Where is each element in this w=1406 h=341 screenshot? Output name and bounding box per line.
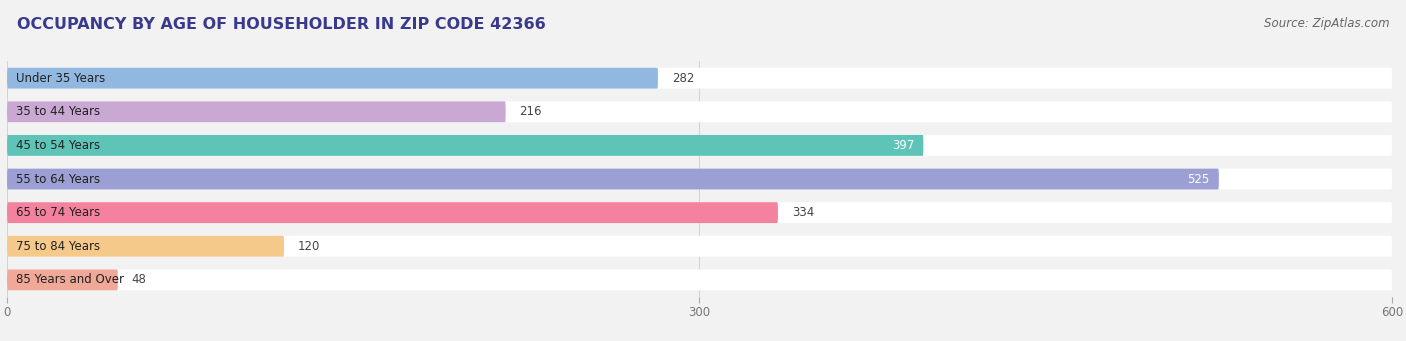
Text: 55 to 64 Years: 55 to 64 Years — [17, 173, 100, 186]
Text: 282: 282 — [672, 72, 695, 85]
FancyBboxPatch shape — [7, 168, 1392, 190]
Text: 334: 334 — [792, 206, 814, 219]
Text: 48: 48 — [132, 273, 146, 286]
FancyBboxPatch shape — [7, 269, 1392, 290]
Text: 525: 525 — [1187, 173, 1209, 186]
FancyBboxPatch shape — [7, 269, 118, 290]
Text: 216: 216 — [519, 105, 541, 118]
FancyBboxPatch shape — [7, 202, 778, 223]
Text: OCCUPANCY BY AGE OF HOUSEHOLDER IN ZIP CODE 42366: OCCUPANCY BY AGE OF HOUSEHOLDER IN ZIP C… — [17, 17, 546, 32]
FancyBboxPatch shape — [7, 101, 1392, 122]
Text: Source: ZipAtlas.com: Source: ZipAtlas.com — [1264, 17, 1389, 30]
Text: 85 Years and Over: 85 Years and Over — [17, 273, 124, 286]
FancyBboxPatch shape — [7, 68, 1392, 89]
FancyBboxPatch shape — [7, 68, 658, 89]
FancyBboxPatch shape — [7, 236, 1392, 257]
Text: 120: 120 — [298, 240, 321, 253]
Text: 397: 397 — [891, 139, 914, 152]
Text: 45 to 54 Years: 45 to 54 Years — [17, 139, 100, 152]
FancyBboxPatch shape — [7, 135, 1392, 156]
FancyBboxPatch shape — [7, 135, 924, 156]
FancyBboxPatch shape — [7, 168, 1219, 190]
Text: 75 to 84 Years: 75 to 84 Years — [17, 240, 100, 253]
Text: 65 to 74 Years: 65 to 74 Years — [17, 206, 100, 219]
Text: 35 to 44 Years: 35 to 44 Years — [17, 105, 100, 118]
FancyBboxPatch shape — [7, 236, 284, 257]
Text: Under 35 Years: Under 35 Years — [17, 72, 105, 85]
FancyBboxPatch shape — [7, 101, 506, 122]
FancyBboxPatch shape — [7, 202, 1392, 223]
